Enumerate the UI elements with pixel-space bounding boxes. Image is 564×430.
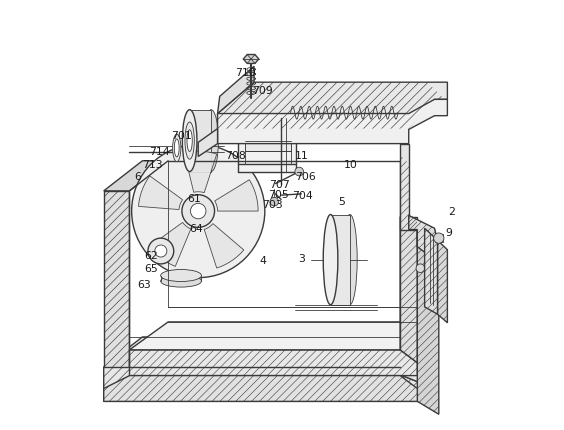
Ellipse shape	[204, 111, 218, 172]
Text: 61: 61	[187, 194, 201, 204]
Circle shape	[434, 233, 444, 244]
Text: 705: 705	[268, 190, 289, 200]
Polygon shape	[218, 83, 447, 129]
Polygon shape	[400, 144, 417, 230]
Ellipse shape	[187, 130, 192, 152]
Polygon shape	[215, 180, 258, 212]
Text: 6: 6	[135, 172, 142, 181]
Polygon shape	[198, 129, 218, 157]
Text: 703: 703	[262, 199, 283, 209]
Text: 708: 708	[225, 151, 246, 161]
Ellipse shape	[323, 215, 338, 305]
Polygon shape	[417, 230, 439, 247]
Text: 709: 709	[252, 86, 273, 96]
Polygon shape	[238, 127, 305, 134]
Text: 9: 9	[445, 227, 452, 237]
Polygon shape	[243, 55, 259, 64]
Ellipse shape	[161, 270, 201, 282]
Polygon shape	[425, 229, 438, 314]
Text: 704: 704	[292, 191, 313, 201]
Circle shape	[295, 168, 303, 176]
Circle shape	[182, 195, 214, 228]
Polygon shape	[204, 224, 244, 268]
Text: 63: 63	[137, 280, 151, 289]
Circle shape	[155, 246, 167, 258]
Text: 701: 701	[171, 131, 191, 141]
Circle shape	[131, 145, 265, 278]
Text: 5: 5	[338, 197, 345, 206]
Text: 706: 706	[295, 172, 316, 181]
Polygon shape	[130, 350, 417, 376]
Text: 62: 62	[144, 251, 158, 261]
Polygon shape	[190, 111, 211, 172]
Text: 64: 64	[189, 224, 203, 233]
Polygon shape	[409, 216, 439, 260]
Polygon shape	[400, 217, 417, 363]
Circle shape	[270, 198, 279, 206]
Text: 4: 4	[259, 255, 266, 265]
Text: 3: 3	[298, 254, 305, 264]
Ellipse shape	[342, 215, 357, 305]
Text: 707: 707	[270, 179, 290, 189]
Text: 714: 714	[149, 147, 170, 157]
Polygon shape	[104, 367, 434, 402]
Polygon shape	[417, 230, 439, 415]
Circle shape	[416, 264, 425, 273]
Polygon shape	[104, 161, 168, 191]
Polygon shape	[149, 223, 191, 267]
Polygon shape	[218, 100, 447, 144]
Polygon shape	[218, 67, 254, 114]
Polygon shape	[331, 215, 350, 305]
Polygon shape	[104, 191, 130, 367]
Text: 713: 713	[142, 160, 162, 169]
Polygon shape	[130, 322, 417, 350]
Text: 11: 11	[294, 151, 308, 161]
Text: 65: 65	[144, 263, 158, 273]
Polygon shape	[438, 241, 447, 323]
Ellipse shape	[173, 135, 181, 162]
Ellipse shape	[185, 123, 195, 160]
Polygon shape	[104, 376, 417, 402]
Circle shape	[191, 204, 206, 219]
Text: 10: 10	[344, 160, 358, 169]
Polygon shape	[238, 134, 296, 172]
Polygon shape	[104, 337, 434, 389]
Text: 2: 2	[448, 206, 455, 217]
Text: 710: 710	[235, 68, 256, 78]
Polygon shape	[434, 234, 443, 243]
Ellipse shape	[182, 111, 197, 172]
Ellipse shape	[161, 276, 201, 287]
Circle shape	[148, 239, 174, 264]
Ellipse shape	[174, 140, 179, 157]
Polygon shape	[245, 142, 290, 151]
Polygon shape	[184, 152, 217, 193]
Polygon shape	[139, 176, 183, 210]
